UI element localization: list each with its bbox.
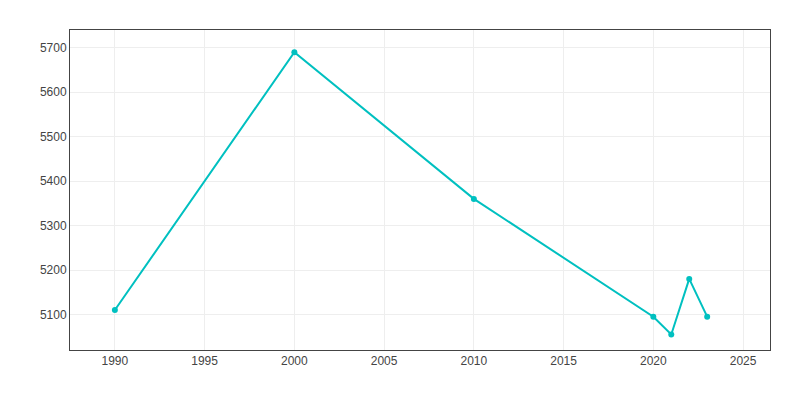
svg-text:5700: 5700 xyxy=(40,41,67,55)
svg-text:2025: 2025 xyxy=(730,354,757,368)
svg-text:5500: 5500 xyxy=(40,130,67,144)
svg-text:2015: 2015 xyxy=(550,354,577,368)
svg-text:1990: 1990 xyxy=(102,354,129,368)
svg-text:5200: 5200 xyxy=(40,263,67,277)
svg-text:2005: 2005 xyxy=(371,354,398,368)
svg-text:2010: 2010 xyxy=(460,354,487,368)
svg-text:5100: 5100 xyxy=(40,308,67,322)
svg-text:2000: 2000 xyxy=(281,354,308,368)
svg-text:5600: 5600 xyxy=(40,85,67,99)
svg-text:5300: 5300 xyxy=(40,219,67,233)
svg-text:5400: 5400 xyxy=(40,174,67,188)
svg-text:1995: 1995 xyxy=(191,354,218,368)
svg-text:2020: 2020 xyxy=(640,354,667,368)
